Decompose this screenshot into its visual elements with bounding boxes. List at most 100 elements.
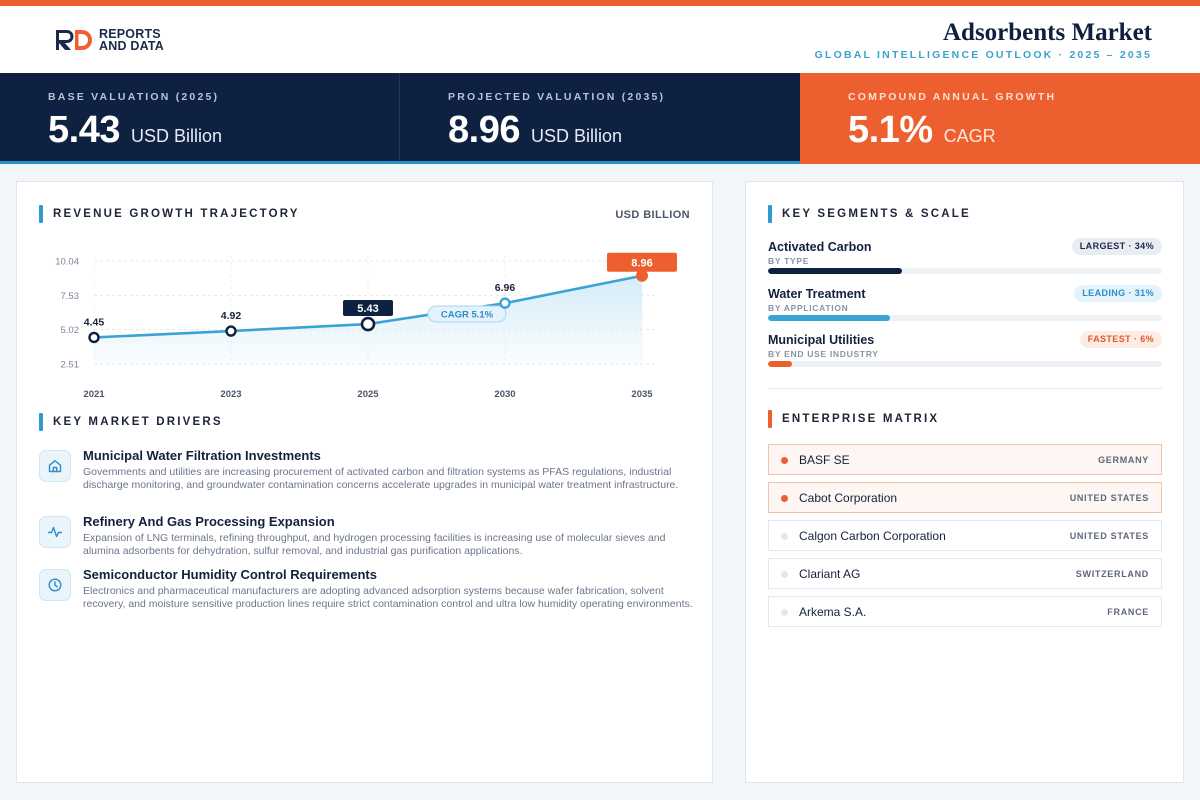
logo-text: REPORTS AND DATA (99, 27, 165, 53)
header: REPORTS AND DATA Adsorbents Market GLOBA… (0, 6, 1200, 73)
kpi-strip: BASE VALUATION (2025) 5.43 USD Billion P… (0, 73, 1200, 164)
right-panel: KEY SEGMENTS & SCALE Activated Carbon BY… (745, 181, 1184, 783)
top-accent-bar (0, 0, 1200, 6)
enterprise-row[interactable]: Cabot Corporation UNITED STATES (768, 482, 1162, 513)
driver-item: Semiconductor Humidity Control Requireme… (39, 567, 699, 633)
segment-bar-fill (768, 268, 902, 274)
enterprise-section-title: ENTERPRISE MATRIX (782, 413, 940, 425)
status-dot-icon (781, 495, 788, 502)
driver-item: Municipal Water Filtration Investments G… (39, 448, 699, 514)
segment-badge: LEADING · 31% (1074, 285, 1162, 302)
kpi-divider (399, 73, 400, 161)
unit-label: USD BILLION (615, 209, 690, 221)
logo-mark-icon (56, 30, 92, 50)
enterprise-row[interactable]: BASF SE GERMANY (768, 444, 1162, 475)
driver-title: Municipal Water Filtration Investments (83, 448, 321, 463)
segment-name: Activated Carbon (768, 240, 872, 254)
segment-row: Water Treatment BY APPLICATION LEADING ·… (768, 285, 1162, 323)
clock-icon (39, 569, 71, 601)
company-country: UNITED STATES (1069, 493, 1149, 503)
segment-row: Municipal Utilities BY END USE INDUSTRY … (768, 331, 1162, 369)
status-dot-icon (781, 533, 788, 540)
kpi-unit: USD Billion (130, 126, 222, 146)
section-accent-bar (768, 410, 772, 428)
segment-name: Municipal Utilities (768, 333, 875, 347)
data-label: 4.92 (221, 310, 242, 322)
y-tick-label: 10.04 (55, 257, 79, 268)
y-tick-label: 5.02 (61, 325, 80, 336)
series-area (94, 275, 642, 364)
enterprise-section-header: ENTERPRISE MATRIX (768, 410, 939, 428)
enterprise-row[interactable]: Arkema S.A. FRANCE (768, 596, 1162, 627)
kpi-value: 8.96 (448, 109, 520, 151)
driver-description: Expansion of LNG terminals, refining thr… (83, 532, 666, 557)
segment-category: BY END USE INDUSTRY (768, 349, 879, 359)
data-label: 5.43 (357, 303, 378, 315)
kpi-label: PROJECTED VALUATION (2035) (448, 91, 666, 103)
data-point (88, 331, 100, 344)
data-label-box (607, 252, 677, 272)
kpi-unit: USD Billion (530, 126, 622, 146)
x-tick-label: 2030 (494, 389, 515, 400)
revenue-section-header: REVENUE GROWTH TRAJECTORY (39, 205, 300, 223)
cagr-pill-label: CAGR 5.1% (441, 310, 494, 321)
section-accent-bar (768, 205, 772, 223)
left-panel: REVENUE GROWTH TRAJECTORY USD BILLION 10… (16, 181, 713, 783)
kpi-label: COMPOUND ANNUAL GROWTH (848, 91, 1057, 103)
section-accent-bar (39, 413, 43, 431)
segment-bar-track (768, 268, 1162, 274)
cagr-pill (427, 305, 507, 323)
y-tick-label: 7.53 (61, 291, 80, 302)
logo-line-2: AND DATA (99, 39, 165, 53)
enterprise-row[interactable]: Calgon Carbon Corporation UNITED STATES (768, 520, 1162, 551)
x-tick-label: 2023 (220, 389, 241, 400)
kpi-unit: CAGR (943, 126, 996, 146)
data-label-box (343, 300, 393, 317)
kpi-label: BASE VALUATION (2025) (48, 91, 220, 103)
x-tick-label: 2025 (357, 389, 379, 400)
data-point (360, 316, 376, 332)
segment-category: BY TYPE (768, 256, 810, 266)
x-tick-label: 2035 (631, 389, 653, 400)
enterprise-row[interactable]: Clariant AG SWITZERLAND (768, 558, 1162, 589)
home-icon (39, 450, 71, 482)
kpi-cagr: COMPOUND ANNUAL GROWTH 5.1% CAGR (800, 73, 1200, 164)
company-country: SWITZERLAND (1075, 569, 1149, 579)
x-tick-label: 2021 (83, 389, 105, 400)
segments-section-title: KEY SEGMENTS & SCALE (782, 208, 971, 220)
drivers-section-title: KEY MARKET DRIVERS (53, 416, 223, 428)
segments-section-header: KEY SEGMENTS & SCALE (768, 205, 971, 223)
kpi-base-valuation: BASE VALUATION (2025) 5.43 USD Billion (0, 73, 400, 164)
segment-name: Water Treatment (768, 287, 866, 301)
kpi-value: 5.1% (848, 109, 933, 151)
status-dot-icon (781, 571, 788, 578)
drivers-list: Municipal Water Filtration Investments G… (39, 448, 699, 633)
company-name: Calgon Carbon Corporation (799, 529, 946, 543)
driver-description: Electronics and pharmaceutical manufactu… (83, 585, 693, 610)
data-point (499, 297, 511, 309)
data-label: 4.45 (84, 316, 105, 328)
section-accent-bar (39, 205, 43, 223)
segment-bar-fill (768, 361, 792, 367)
brand-logo[interactable]: REPORTS AND DATA (54, 28, 164, 52)
segment-row: Activated Carbon BY TYPE LARGEST · 34% (768, 238, 1162, 276)
company-name: Cabot Corporation (799, 491, 898, 505)
status-dot-icon (781, 609, 788, 616)
page-title: Adsorbents Market (942, 19, 1152, 46)
driver-description: Governments and utilities are increasing… (83, 466, 679, 491)
revenue-section-title: REVENUE GROWTH TRAJECTORY (53, 208, 300, 220)
segment-badge: LARGEST · 34% (1071, 238, 1162, 255)
driver-title: Refinery And Gas Processing Expansion (83, 514, 335, 529)
logo-line-1: REPORTS (99, 27, 161, 41)
segment-bar-track (768, 361, 1162, 367)
company-name: BASF SE (799, 453, 850, 467)
drivers-section-header: KEY MARKET DRIVERS (39, 413, 223, 431)
data-point (636, 269, 648, 282)
data-label: 8.96 (631, 257, 652, 269)
segment-bar-track (768, 315, 1162, 321)
section-divider (768, 388, 1162, 389)
data-point (225, 325, 237, 337)
status-dot-icon (781, 457, 788, 464)
page-subtitle: GLOBAL INTELLIGENCE OUTLOOK · 2025 – 203… (814, 49, 1152, 61)
segment-bar-fill (768, 315, 891, 321)
